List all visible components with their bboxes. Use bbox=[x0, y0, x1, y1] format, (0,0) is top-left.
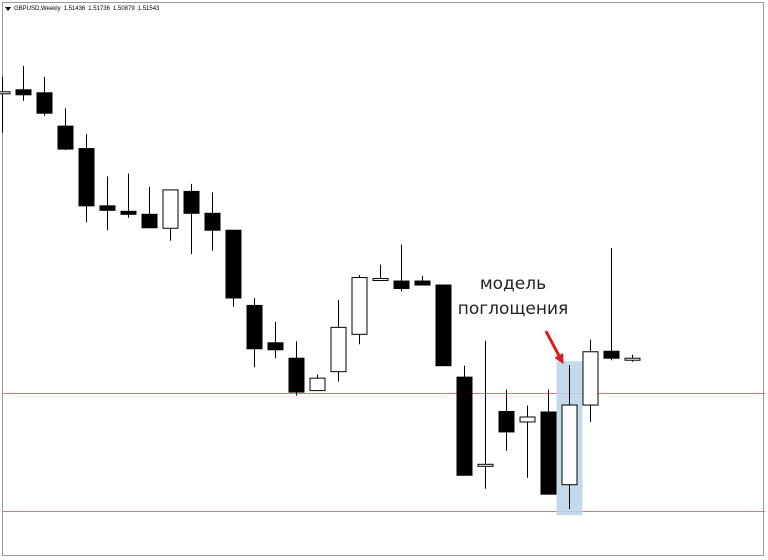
candle-body bbox=[603, 350, 620, 359]
candle-10 bbox=[183, 183, 200, 255]
candle-30 bbox=[603, 248, 620, 361]
arrow-head-icon bbox=[554, 353, 564, 365]
candle-22 bbox=[435, 284, 452, 367]
candle-26 bbox=[519, 405, 536, 478]
candle-9 bbox=[162, 189, 179, 241]
candle-body bbox=[246, 304, 263, 350]
pattern-annotation: модель поглощения bbox=[438, 272, 588, 322]
candle-body bbox=[267, 342, 284, 351]
support-levels bbox=[3, 393, 765, 512]
candle-body bbox=[15, 89, 32, 96]
candle-20 bbox=[393, 244, 410, 292]
candle-12 bbox=[225, 229, 242, 307]
candle-body bbox=[183, 190, 200, 214]
candle-19 bbox=[372, 264, 389, 282]
candle-body bbox=[540, 411, 557, 495]
close-value: 1.51543 bbox=[137, 6, 160, 12]
candle-27 bbox=[540, 389, 557, 495]
candle-29 bbox=[582, 339, 599, 422]
candle-body bbox=[225, 229, 242, 299]
candle-body bbox=[351, 277, 368, 335]
candle-body bbox=[0, 91, 11, 95]
chart-header: GBPUSD,Weekly 1.51436 1.51736 1.50879 1.… bbox=[5, 3, 159, 15]
candle-body bbox=[456, 376, 473, 476]
candle-body bbox=[36, 92, 53, 114]
arrow-layer bbox=[545, 330, 564, 365]
candle-body bbox=[141, 213, 158, 229]
candle-24 bbox=[477, 340, 494, 489]
candle-body bbox=[78, 148, 95, 207]
candle-5 bbox=[78, 134, 95, 223]
candle-28 bbox=[561, 365, 578, 510]
candle-body bbox=[330, 326, 347, 373]
open-value: 1.51436 bbox=[63, 6, 86, 12]
candle-body bbox=[204, 212, 221, 231]
candle-body bbox=[57, 125, 74, 150]
candle-body bbox=[288, 357, 305, 393]
candle-6 bbox=[99, 176, 116, 231]
arrow-shaft bbox=[545, 330, 561, 357]
candle-body bbox=[309, 377, 326, 392]
candle-15 bbox=[288, 341, 305, 396]
candle-3 bbox=[36, 76, 53, 116]
low-value: 1.50879 bbox=[112, 6, 135, 12]
candle-body bbox=[519, 416, 536, 423]
candle-7 bbox=[120, 173, 137, 218]
symbol-label: GBPUSD,Weekly bbox=[14, 6, 61, 12]
candle-body bbox=[99, 205, 116, 211]
candle-body bbox=[477, 463, 494, 467]
candle-21 bbox=[414, 276, 431, 286]
annotation-line-2: поглощения bbox=[457, 299, 569, 319]
candle-body bbox=[162, 189, 179, 229]
candle-16 bbox=[309, 374, 326, 392]
candle-body bbox=[498, 411, 515, 433]
candle-31 bbox=[624, 354, 641, 362]
candles-layer bbox=[0, 65, 641, 510]
candle-body bbox=[372, 278, 389, 282]
candle-25 bbox=[498, 389, 515, 451]
candle-23 bbox=[456, 365, 473, 476]
candle-4 bbox=[57, 108, 74, 151]
candle-body bbox=[435, 284, 452, 367]
annotation-line-1: модель bbox=[479, 274, 547, 294]
candle-13 bbox=[246, 297, 263, 368]
candle-14 bbox=[267, 321, 284, 359]
candle-17 bbox=[330, 299, 347, 382]
candle-18 bbox=[351, 275, 368, 345]
candle-body bbox=[120, 210, 137, 215]
candle-8 bbox=[141, 186, 158, 229]
candle-body bbox=[414, 280, 431, 286]
candle-1 bbox=[0, 76, 11, 133]
candle-body bbox=[393, 280, 410, 290]
dropdown-triangle-icon[interactable] bbox=[5, 7, 11, 11]
candle-body bbox=[582, 351, 599, 406]
high-value: 1.51736 bbox=[88, 6, 110, 12]
candle-body bbox=[624, 357, 641, 361]
candle-2 bbox=[15, 65, 32, 101]
candle-11 bbox=[204, 192, 221, 251]
candle-body bbox=[561, 404, 578, 486]
